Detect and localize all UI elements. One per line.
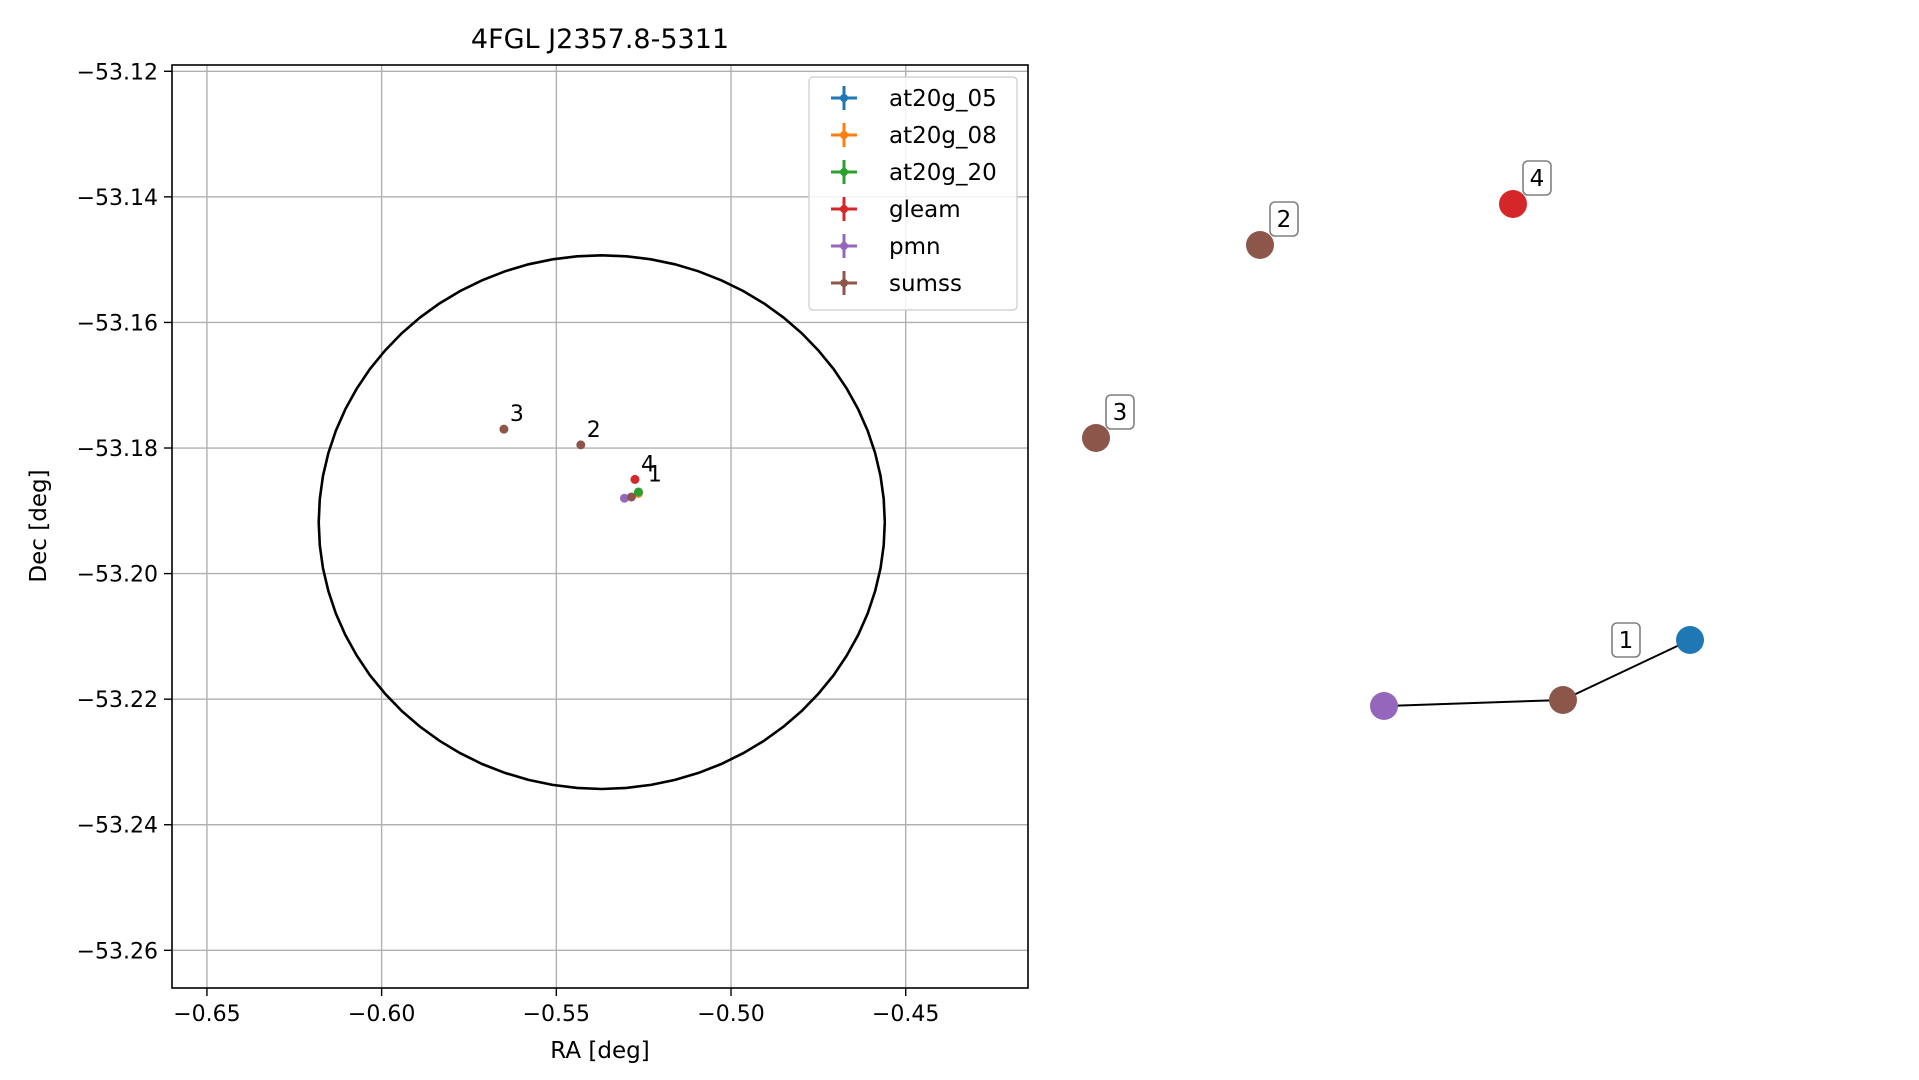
- legend-marker-dot: [840, 279, 848, 287]
- network-edges: [1383, 639, 1691, 707]
- point-annotation: 2: [587, 418, 601, 443]
- point-annotation: 4: [641, 452, 655, 477]
- network-node-pmn: [1370, 692, 1398, 720]
- legend-box: [808, 76, 1018, 311]
- network-node-sumss-3: [1082, 424, 1110, 452]
- chart-title: 4FGL J2357.8-5311: [471, 24, 729, 55]
- network-node-sumss-2: [1246, 231, 1274, 259]
- network-label: 4: [1530, 166, 1545, 192]
- grid: [172, 65, 1028, 988]
- x-tick-label: −0.50: [697, 1002, 764, 1027]
- plot-frame: [171, 64, 1029, 989]
- point-sumss: [576, 440, 586, 450]
- point-pmn: [619, 493, 629, 503]
- y-tick-label: −53.16: [77, 311, 158, 336]
- legend-label: at20g_08: [889, 123, 997, 149]
- point-sumss: [499, 424, 509, 434]
- x-tick-label: −0.60: [348, 1002, 415, 1027]
- y-tick-label: −53.18: [77, 437, 158, 462]
- point-gleam: [630, 474, 640, 484]
- legend-marker-dot: [840, 242, 848, 250]
- legend-label: gleam: [889, 197, 961, 223]
- legend-marker-dot: [840, 131, 848, 139]
- y-tick-label: −53.22: [77, 688, 158, 713]
- x-tick-label: −0.55: [523, 1002, 590, 1027]
- legend-label: sumss: [889, 271, 962, 297]
- network-node-at20g: [1676, 626, 1704, 654]
- network-nodes: [1082, 190, 1704, 720]
- network-node-sumss-1: [1549, 686, 1577, 714]
- legend-label: at20g_05: [889, 86, 997, 112]
- x-tick-label: −0.65: [173, 1002, 240, 1027]
- network-label-box: [1269, 201, 1299, 237]
- network-labels: 2 3 4 1: [1105, 160, 1641, 658]
- legend-label: at20g_20: [889, 160, 997, 186]
- network-label: 2: [1277, 207, 1292, 233]
- legend-marker-dot: [840, 94, 848, 102]
- legend-marker-dot: [840, 205, 848, 213]
- legend-label: pmn: [889, 234, 941, 260]
- points-layer: [499, 424, 643, 503]
- x-axis: −0.65 −0.60 −0.55 −0.50 −0.45: [173, 988, 939, 1027]
- y-tick-label: −53.12: [77, 60, 158, 85]
- point-annotation: 1: [648, 462, 662, 487]
- point-annotation: 3: [510, 402, 524, 427]
- x-axis-label: RA [deg]: [550, 1038, 649, 1064]
- network-label: 3: [1113, 400, 1128, 426]
- network-graph: 2 3 4 1: [1082, 160, 1704, 720]
- network-label: 1: [1619, 628, 1634, 654]
- annotation-layer: 1 2 3 4: [510, 402, 662, 487]
- network-label-box: [1611, 622, 1641, 658]
- y-tick-label: −53.14: [77, 186, 158, 211]
- legend-marker-dot: [840, 168, 848, 176]
- y-tick-label: −53.24: [77, 814, 158, 839]
- point-sumss: [626, 492, 636, 502]
- point-at20g_20: [633, 487, 643, 497]
- y-axis-label: Dec [deg]: [26, 469, 52, 582]
- network-edge: [1562, 639, 1691, 701]
- network-edge: [1383, 699, 1564, 707]
- network-label-box: [1105, 394, 1135, 430]
- network-node-gleam: [1499, 190, 1527, 218]
- error-ellipse: [317, 253, 887, 791]
- y-tick-label: −53.26: [77, 939, 158, 964]
- y-tick-label: −53.20: [77, 563, 158, 588]
- network-label-box: [1522, 160, 1552, 196]
- x-tick-label: −0.45: [872, 1002, 939, 1027]
- error-ellipse-layer: [317, 253, 887, 791]
- y-axis: −53.12 −53.14 −53.16 −53.18 −53.20 −53.22 −53.…: [77, 60, 172, 964]
